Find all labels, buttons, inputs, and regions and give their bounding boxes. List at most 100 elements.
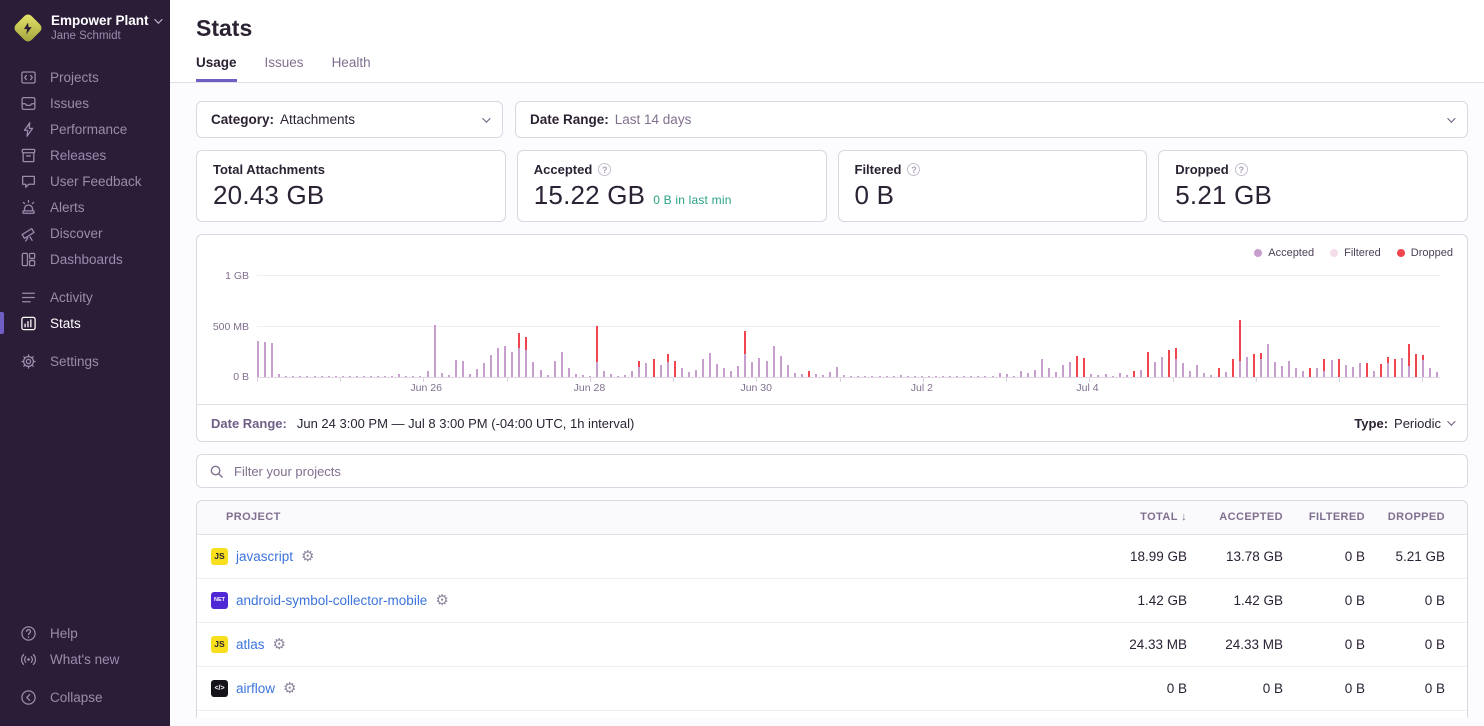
tab-issues[interactable]: Issues <box>264 55 304 70</box>
project-link[interactable]: atlas <box>236 636 265 652</box>
sidebar-item-activity[interactable]: Activity <box>0 284 170 310</box>
usage-bar[interactable] <box>977 376 980 377</box>
usage-bar[interactable] <box>292 376 295 377</box>
sidebar-item-releases[interactable]: Releases <box>0 142 170 168</box>
usage-bar[interactable] <box>1259 352 1262 377</box>
usage-bar[interactable] <box>1189 370 1192 377</box>
usage-bar[interactable] <box>440 372 443 377</box>
usage-bar[interactable] <box>1387 356 1389 377</box>
usage-bar[interactable] <box>468 374 471 377</box>
usage-bar[interactable] <box>419 375 422 377</box>
usage-bar[interactable] <box>970 376 973 377</box>
usage-bar[interactable] <box>1394 359 1397 377</box>
usage-bar[interactable] <box>1161 356 1163 377</box>
usage-bar[interactable] <box>1076 355 1079 377</box>
usage-bar[interactable] <box>1203 373 1206 377</box>
usage-bar[interactable] <box>666 353 669 377</box>
usage-bar[interactable] <box>596 326 598 377</box>
usage-bar[interactable] <box>793 372 796 377</box>
usage-bar[interactable] <box>850 375 853 377</box>
usage-bar[interactable] <box>1104 374 1107 377</box>
usage-bar[interactable] <box>426 370 429 377</box>
sidebar-item-help[interactable]: Help <box>0 620 170 646</box>
usage-bar[interactable] <box>1379 364 1382 377</box>
usage-bar[interactable] <box>857 376 860 377</box>
usage-bar[interactable] <box>313 376 316 377</box>
usage-bar[interactable] <box>1436 371 1439 377</box>
usage-bar[interactable] <box>864 375 867 377</box>
usage-bar[interactable] <box>546 374 549 377</box>
project-link[interactable]: airflow <box>236 680 276 696</box>
usage-bar[interactable] <box>1422 354 1425 377</box>
usage-bar[interactable] <box>1217 367 1220 377</box>
usage-bar[interactable] <box>1337 358 1340 377</box>
col-filtered[interactable]: FILTERED <box>1297 501 1379 535</box>
usage-bar[interactable] <box>1005 374 1008 377</box>
usage-bar[interactable] <box>1330 359 1333 377</box>
legend-filtered[interactable]: Filtered <box>1330 247 1381 259</box>
usage-bar[interactable] <box>892 376 895 377</box>
usage-bar[interactable] <box>370 376 372 377</box>
usage-bar[interactable] <box>843 374 846 377</box>
usage-bar[interactable] <box>518 333 521 377</box>
usage-bar[interactable] <box>800 374 803 377</box>
usage-bar[interactable] <box>836 366 839 377</box>
usage-bar[interactable] <box>885 376 888 377</box>
usage-bar[interactable] <box>1323 358 1326 377</box>
usage-bar[interactable] <box>384 376 387 377</box>
type-select[interactable]: Type: Periodic <box>1354 416 1456 431</box>
usage-bar[interactable] <box>475 368 478 377</box>
chart-plot-area[interactable]: Jun 26 Jun 28 Jun 30 Jul 2 Jul 4 <box>257 275 1440 394</box>
usage-bar[interactable] <box>461 361 464 377</box>
usage-bar[interactable] <box>525 336 528 377</box>
usage-bar[interactable] <box>652 358 655 377</box>
usage-bar[interactable] <box>1182 362 1185 377</box>
col-dropped[interactable]: DROPPED <box>1379 501 1467 535</box>
usage-bar[interactable] <box>362 376 365 377</box>
usage-bar[interactable] <box>1111 375 1114 377</box>
usage-bar[interactable] <box>264 341 267 377</box>
help-icon[interactable]: ? <box>598 163 612 176</box>
usage-bar[interactable] <box>991 376 994 377</box>
usage-bar[interactable] <box>483 362 485 377</box>
usage-bar[interactable] <box>737 365 740 377</box>
usage-bar[interactable] <box>1238 319 1241 377</box>
usage-bar[interactable] <box>1302 370 1305 377</box>
project-settings-gear-icon[interactable]: ⚙ <box>272 635 286 653</box>
usage-bar[interactable] <box>327 376 330 377</box>
usage-bar[interactable] <box>1231 358 1234 377</box>
usage-bar[interactable] <box>645 362 648 377</box>
usage-bar[interactable] <box>539 369 542 377</box>
usage-bar[interactable] <box>927 376 930 377</box>
sidebar-item-settings[interactable]: Settings <box>0 348 170 374</box>
sidebar-item-discover[interactable]: Discover <box>0 220 170 246</box>
usage-bar[interactable] <box>751 361 754 377</box>
sidebar-item-user-feedback[interactable]: User Feedback <box>0 168 170 194</box>
usage-bar[interactable] <box>899 375 902 377</box>
usage-bar[interactable] <box>447 374 450 377</box>
usage-bar[interactable] <box>1012 375 1015 377</box>
usage-bar[interactable] <box>1372 370 1375 377</box>
usage-bar[interactable] <box>1309 368 1312 377</box>
project-settings-gear-icon[interactable]: ⚙ <box>435 591 449 609</box>
usage-bar[interactable] <box>320 376 323 377</box>
usage-bar[interactable] <box>497 347 500 377</box>
usage-bar[interactable] <box>1146 351 1149 377</box>
usage-bar[interactable] <box>299 376 302 377</box>
usage-bar[interactable] <box>631 370 634 377</box>
usage-bar[interactable] <box>355 376 358 377</box>
usage-bar[interactable] <box>1401 357 1404 377</box>
col-total[interactable]: TOTAL ↓ <box>1089 501 1201 535</box>
usage-bar[interactable] <box>553 360 556 377</box>
usage-bar[interactable] <box>1358 362 1361 377</box>
usage-bar[interactable] <box>659 364 662 377</box>
usage-bar[interactable] <box>723 367 726 377</box>
legend-accepted[interactable]: Accepted <box>1254 247 1314 259</box>
col-project[interactable]: PROJECT <box>197 501 1089 535</box>
date-range-select[interactable]: Date Range: Last 14 days <box>515 101 1468 138</box>
search-input[interactable] <box>232 462 1455 480</box>
usage-bar[interactable] <box>920 376 923 377</box>
usage-bar[interactable] <box>560 352 563 377</box>
usage-bar[interactable] <box>906 375 909 377</box>
usage-bar[interactable] <box>1153 361 1156 377</box>
